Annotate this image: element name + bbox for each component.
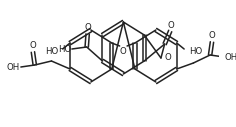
Text: O: O (120, 47, 127, 57)
Text: HO: HO (189, 47, 202, 57)
Text: O: O (164, 53, 171, 62)
Text: O: O (209, 31, 215, 41)
Text: O: O (168, 21, 174, 30)
Text: OH: OH (7, 62, 20, 72)
Text: O: O (84, 23, 91, 33)
Text: HO: HO (45, 47, 58, 57)
Text: OH: OH (225, 52, 236, 61)
Text: O: O (30, 42, 36, 51)
Text: HO: HO (58, 44, 71, 53)
